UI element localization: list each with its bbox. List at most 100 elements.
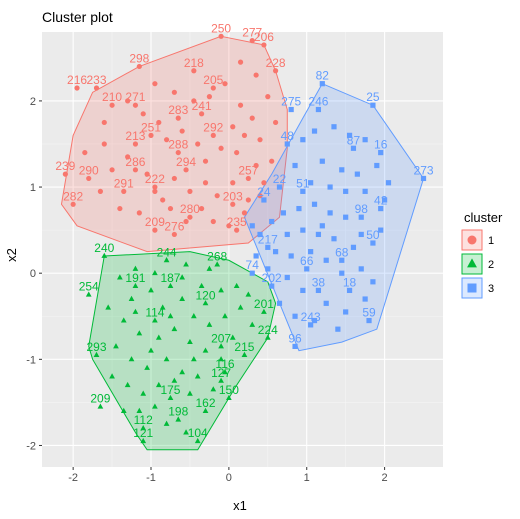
data-point-cluster-1 xyxy=(226,223,232,229)
data-point-cluster-2 xyxy=(85,291,92,297)
y-axis-ticks: -2 -1 0 1 2 xyxy=(26,96,42,452)
data-point-cluster-1 xyxy=(218,33,224,39)
data-point-cluster-3 xyxy=(331,124,337,130)
x-axis-title: x1 xyxy=(233,498,247,513)
point-label: 233 xyxy=(86,73,106,87)
data-point-cluster-3 xyxy=(288,106,294,113)
data-point-cluster-1 xyxy=(101,141,107,147)
x-tick-label: 0 xyxy=(226,472,232,484)
data-point-cluster-2 xyxy=(218,377,224,383)
data-point-cluster-3 xyxy=(315,106,322,113)
point-label: 25 xyxy=(366,90,380,104)
point-label: 276 xyxy=(164,219,184,233)
data-point-cluster-3 xyxy=(385,180,392,186)
data-point-cluster-1 xyxy=(245,197,251,203)
data-point-cluster-3 xyxy=(308,249,314,255)
data-point-cluster-3 xyxy=(288,253,294,259)
data-point-cluster-3 xyxy=(311,201,318,207)
data-point-cluster-3 xyxy=(327,184,333,190)
point-label: 290 xyxy=(79,163,99,177)
x-tick-label: 2 xyxy=(382,472,388,484)
data-point-cluster-3 xyxy=(276,300,283,306)
data-point-cluster-1 xyxy=(230,180,236,186)
y-tick-label: 0 xyxy=(30,268,36,280)
data-point-cluster-1 xyxy=(109,102,115,108)
data-point-cluster-1 xyxy=(70,201,76,207)
point-label: 240 xyxy=(94,241,114,255)
data-point-cluster-1 xyxy=(160,197,166,203)
data-point-cluster-2 xyxy=(179,274,186,280)
point-label: 198 xyxy=(168,405,188,419)
y-tick-label: -2 xyxy=(26,440,36,452)
data-point-cluster-1 xyxy=(132,102,139,108)
data-point-cluster-2 xyxy=(132,265,139,271)
point-label: 275 xyxy=(281,95,301,109)
data-point-cluster-2 xyxy=(171,325,178,332)
data-point-cluster-3 xyxy=(346,287,353,294)
data-point-cluster-3 xyxy=(284,231,290,238)
point-label: 18 xyxy=(343,275,357,289)
data-point-cluster-2 xyxy=(222,313,228,319)
data-point-cluster-1 xyxy=(245,175,251,182)
point-label: 251 xyxy=(141,120,161,134)
data-point-cluster-3 xyxy=(339,167,345,173)
point-label: 286 xyxy=(125,155,145,169)
data-point-cluster-3 xyxy=(261,197,267,203)
data-point-cluster-1 xyxy=(206,94,213,100)
point-label: 114 xyxy=(145,306,164,320)
point-label: 82 xyxy=(316,69,330,83)
data-point-cluster-3 xyxy=(284,141,290,147)
data-point-cluster-1 xyxy=(202,158,209,164)
data-point-cluster-3 xyxy=(284,274,290,281)
point-label: 228 xyxy=(266,56,286,70)
data-point-cluster-2 xyxy=(117,274,123,280)
x-axis-ticks: -2 -1 0 1 2 xyxy=(68,467,388,484)
data-point-cluster-3 xyxy=(331,236,337,242)
data-point-cluster-3 xyxy=(339,257,345,263)
point-label: 254 xyxy=(79,280,99,294)
data-point-cluster-1 xyxy=(272,68,279,74)
data-point-cluster-3 xyxy=(265,244,271,250)
data-point-cluster-3 xyxy=(370,240,376,246)
point-label: 277 xyxy=(242,26,262,40)
point-label: 68 xyxy=(335,245,349,259)
data-point-cluster-1 xyxy=(136,63,142,70)
data-point-cluster-3 xyxy=(249,270,255,276)
data-point-cluster-2 xyxy=(128,295,135,301)
data-point-cluster-1 xyxy=(202,180,209,186)
y-axis-title: x2 xyxy=(4,248,19,262)
data-point-cluster-3 xyxy=(296,205,302,212)
data-point-cluster-1 xyxy=(74,85,80,91)
data-point-cluster-3 xyxy=(257,231,263,238)
point-label: 42 xyxy=(374,194,388,208)
data-point-cluster-3 xyxy=(300,287,306,294)
data-point-cluster-3 xyxy=(358,214,364,220)
data-point-cluster-1 xyxy=(237,102,244,108)
point-label: 74 xyxy=(246,258,260,272)
data-point-cluster-2 xyxy=(226,394,232,401)
data-point-cluster-3 xyxy=(350,244,357,250)
point-label: 283 xyxy=(168,103,188,117)
data-point-cluster-2 xyxy=(179,295,186,301)
data-point-cluster-2 xyxy=(194,437,201,444)
data-point-cluster-2 xyxy=(105,304,112,310)
data-point-cluster-1 xyxy=(199,111,205,117)
data-point-cluster-2 xyxy=(171,377,178,383)
data-point-cluster-3 xyxy=(319,81,325,87)
point-label: 38 xyxy=(312,275,326,289)
data-point-cluster-2 xyxy=(167,394,174,401)
data-point-cluster-3 xyxy=(292,313,298,319)
data-point-cluster-1 xyxy=(132,141,139,147)
data-point-cluster-2 xyxy=(163,420,170,426)
data-point-cluster-1 xyxy=(183,218,189,225)
data-point-cluster-1 xyxy=(101,119,107,126)
data-point-cluster-1 xyxy=(171,89,177,95)
data-point-cluster-3 xyxy=(358,231,364,238)
point-label: 215 xyxy=(234,340,254,354)
data-point-cluster-1 xyxy=(269,158,275,164)
point-label: 280 xyxy=(180,202,200,216)
data-point-cluster-3 xyxy=(350,145,357,151)
data-point-cluster-3 xyxy=(323,300,329,306)
point-label: 246 xyxy=(308,95,328,109)
data-point-cluster-2 xyxy=(183,261,189,267)
